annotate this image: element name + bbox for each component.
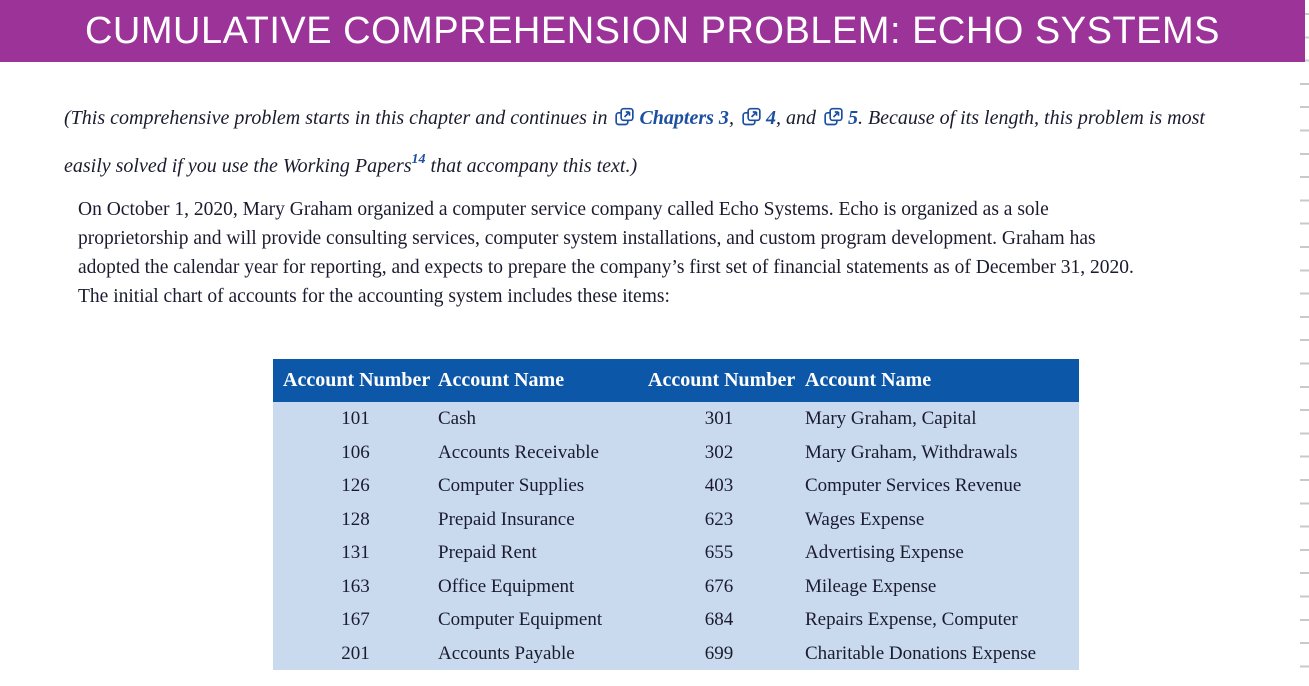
account-number-cell: 131 bbox=[341, 542, 370, 563]
account-name-cell: Repairs Expense, Computer bbox=[805, 609, 1018, 630]
col-header-account-number-2: Account Number bbox=[648, 369, 796, 391]
col-header-account-name-2: Account Name bbox=[805, 369, 932, 391]
table-row: 201 Accounts Payable 699 Charitable Dona… bbox=[283, 637, 1079, 671]
account-number-cell: 128 bbox=[341, 508, 370, 530]
external-link-icon bbox=[742, 107, 761, 126]
account-name-cell: Advertising Expense bbox=[805, 542, 964, 563]
accounts-table: Account Number Account Name Account Numb… bbox=[273, 359, 1079, 670]
table-body: 101 Cash 301 Mary Graham, Capital 106 Ac… bbox=[273, 402, 1079, 670]
intro-line-1: (This comprehensive problem starts in th… bbox=[64, 98, 1309, 139]
external-link-icon bbox=[615, 107, 635, 126]
account-name-cell: Office Equipment bbox=[438, 575, 575, 597]
account-name-cell: Accounts Receivable bbox=[438, 441, 599, 463]
page-edge-tick-marks bbox=[1300, 13, 1309, 681]
account-name-cell: Mileage Expense bbox=[805, 575, 937, 597]
chapter-4-link[interactable]: 4 bbox=[765, 107, 776, 129]
account-number-cell: 302 bbox=[704, 441, 734, 463]
account-number-cell: 101 bbox=[341, 408, 370, 429]
body-paragraph-line: On October 1, 2020, Mary Graham organize… bbox=[78, 199, 1049, 220]
account-number-cell: 684 bbox=[704, 609, 734, 630]
table-header-row: Account Number Account Name Account Numb… bbox=[273, 359, 1079, 402]
external-link-icon bbox=[824, 107, 843, 126]
account-name-cell: Wages Expense bbox=[805, 508, 925, 530]
account-number-cell: 623 bbox=[704, 508, 734, 530]
account-name-cell: Computer Services Revenue bbox=[805, 475, 1022, 496]
intro-text-pre: (This comprehensive problem starts in th… bbox=[64, 107, 613, 129]
account-name-cell: Cash bbox=[438, 408, 476, 429]
intro-text-post: . Because of its length, this problem is… bbox=[857, 107, 1205, 129]
account-name-cell: Prepaid Insurance bbox=[438, 508, 575, 530]
account-number-cell: 126 bbox=[341, 475, 370, 496]
account-number-cell: 403 bbox=[704, 475, 734, 496]
account-name-cell: Charitable Donations Expense bbox=[805, 642, 1037, 664]
table-row: 101 Cash 301 Mary Graham, Capital bbox=[283, 402, 1079, 436]
account-number-cell: 676 bbox=[704, 575, 734, 597]
table-row: 128 Prepaid Insurance 623 Wages Expense bbox=[283, 503, 1079, 537]
intro-line-2: easily solved if you use the Working Pap… bbox=[64, 139, 1309, 187]
page-title: CUMULATIVE COMPREHENSION PROBLEM: ECHO S… bbox=[84, 9, 1221, 52]
footnote-14-link[interactable]: 14 bbox=[411, 152, 426, 167]
table-row: 167 Computer Equipment 684 Repairs Expen… bbox=[283, 603, 1079, 637]
col-header-account-name-1: Account Name bbox=[438, 369, 565, 391]
intro-text-part1: easily solved if you use the Working Pap… bbox=[64, 155, 412, 177]
chapter-5-link[interactable]: 5 bbox=[847, 107, 858, 129]
account-name-cell: Computer Supplies bbox=[438, 475, 585, 496]
intro-text-sep1: , bbox=[728, 107, 739, 129]
account-number-cell: 167 bbox=[341, 609, 370, 630]
account-name-cell: Accounts Payable bbox=[438, 642, 575, 664]
table-row: 131 Prepaid Rent 655 Advertising Expense bbox=[283, 536, 1079, 570]
account-number-cell: 301 bbox=[704, 408, 734, 429]
account-number-cell: 163 bbox=[341, 575, 370, 597]
header-banner: CUMULATIVE COMPREHENSION PROBLEM: ECHO S… bbox=[0, 0, 1305, 62]
account-name-cell: Mary Graham, Capital bbox=[805, 408, 977, 429]
body-paragraph-line: The initial chart of accounts for the ac… bbox=[78, 286, 670, 307]
account-name-cell: Computer Equipment bbox=[438, 609, 603, 630]
body-paragraph-line: proprietorship and will provide consulti… bbox=[78, 228, 1096, 249]
account-number-cell: 201 bbox=[341, 642, 370, 664]
intro-text-part2: that accompany this text.) bbox=[425, 155, 638, 177]
account-name-cell: Mary Graham, Withdrawals bbox=[805, 441, 1018, 463]
body-paragraph: On October 1, 2020, Mary Graham organize… bbox=[78, 195, 1309, 311]
chapter-3-link[interactable]: Chapters 3 bbox=[639, 107, 729, 129]
account-number-cell: 106 bbox=[341, 441, 370, 463]
col-header-account-number-1: Account Number bbox=[283, 369, 431, 391]
account-number-cell: 699 bbox=[704, 642, 734, 664]
intro-paragraph: (This comprehensive problem starts in th… bbox=[64, 98, 1309, 187]
table-row: 126 Computer Supplies 403 Computer Servi… bbox=[283, 469, 1079, 503]
table-row: 106 Accounts Receivable 302 Mary Graham,… bbox=[283, 436, 1079, 470]
intro-text-sep2: , and bbox=[775, 107, 821, 129]
table-row: 163 Office Equipment 676 Mileage Expense bbox=[283, 570, 1079, 604]
body-paragraph-line: adopted the calendar year for reporting,… bbox=[78, 257, 1134, 278]
account-name-cell: Prepaid Rent bbox=[438, 542, 537, 563]
account-number-cell: 655 bbox=[704, 542, 734, 563]
